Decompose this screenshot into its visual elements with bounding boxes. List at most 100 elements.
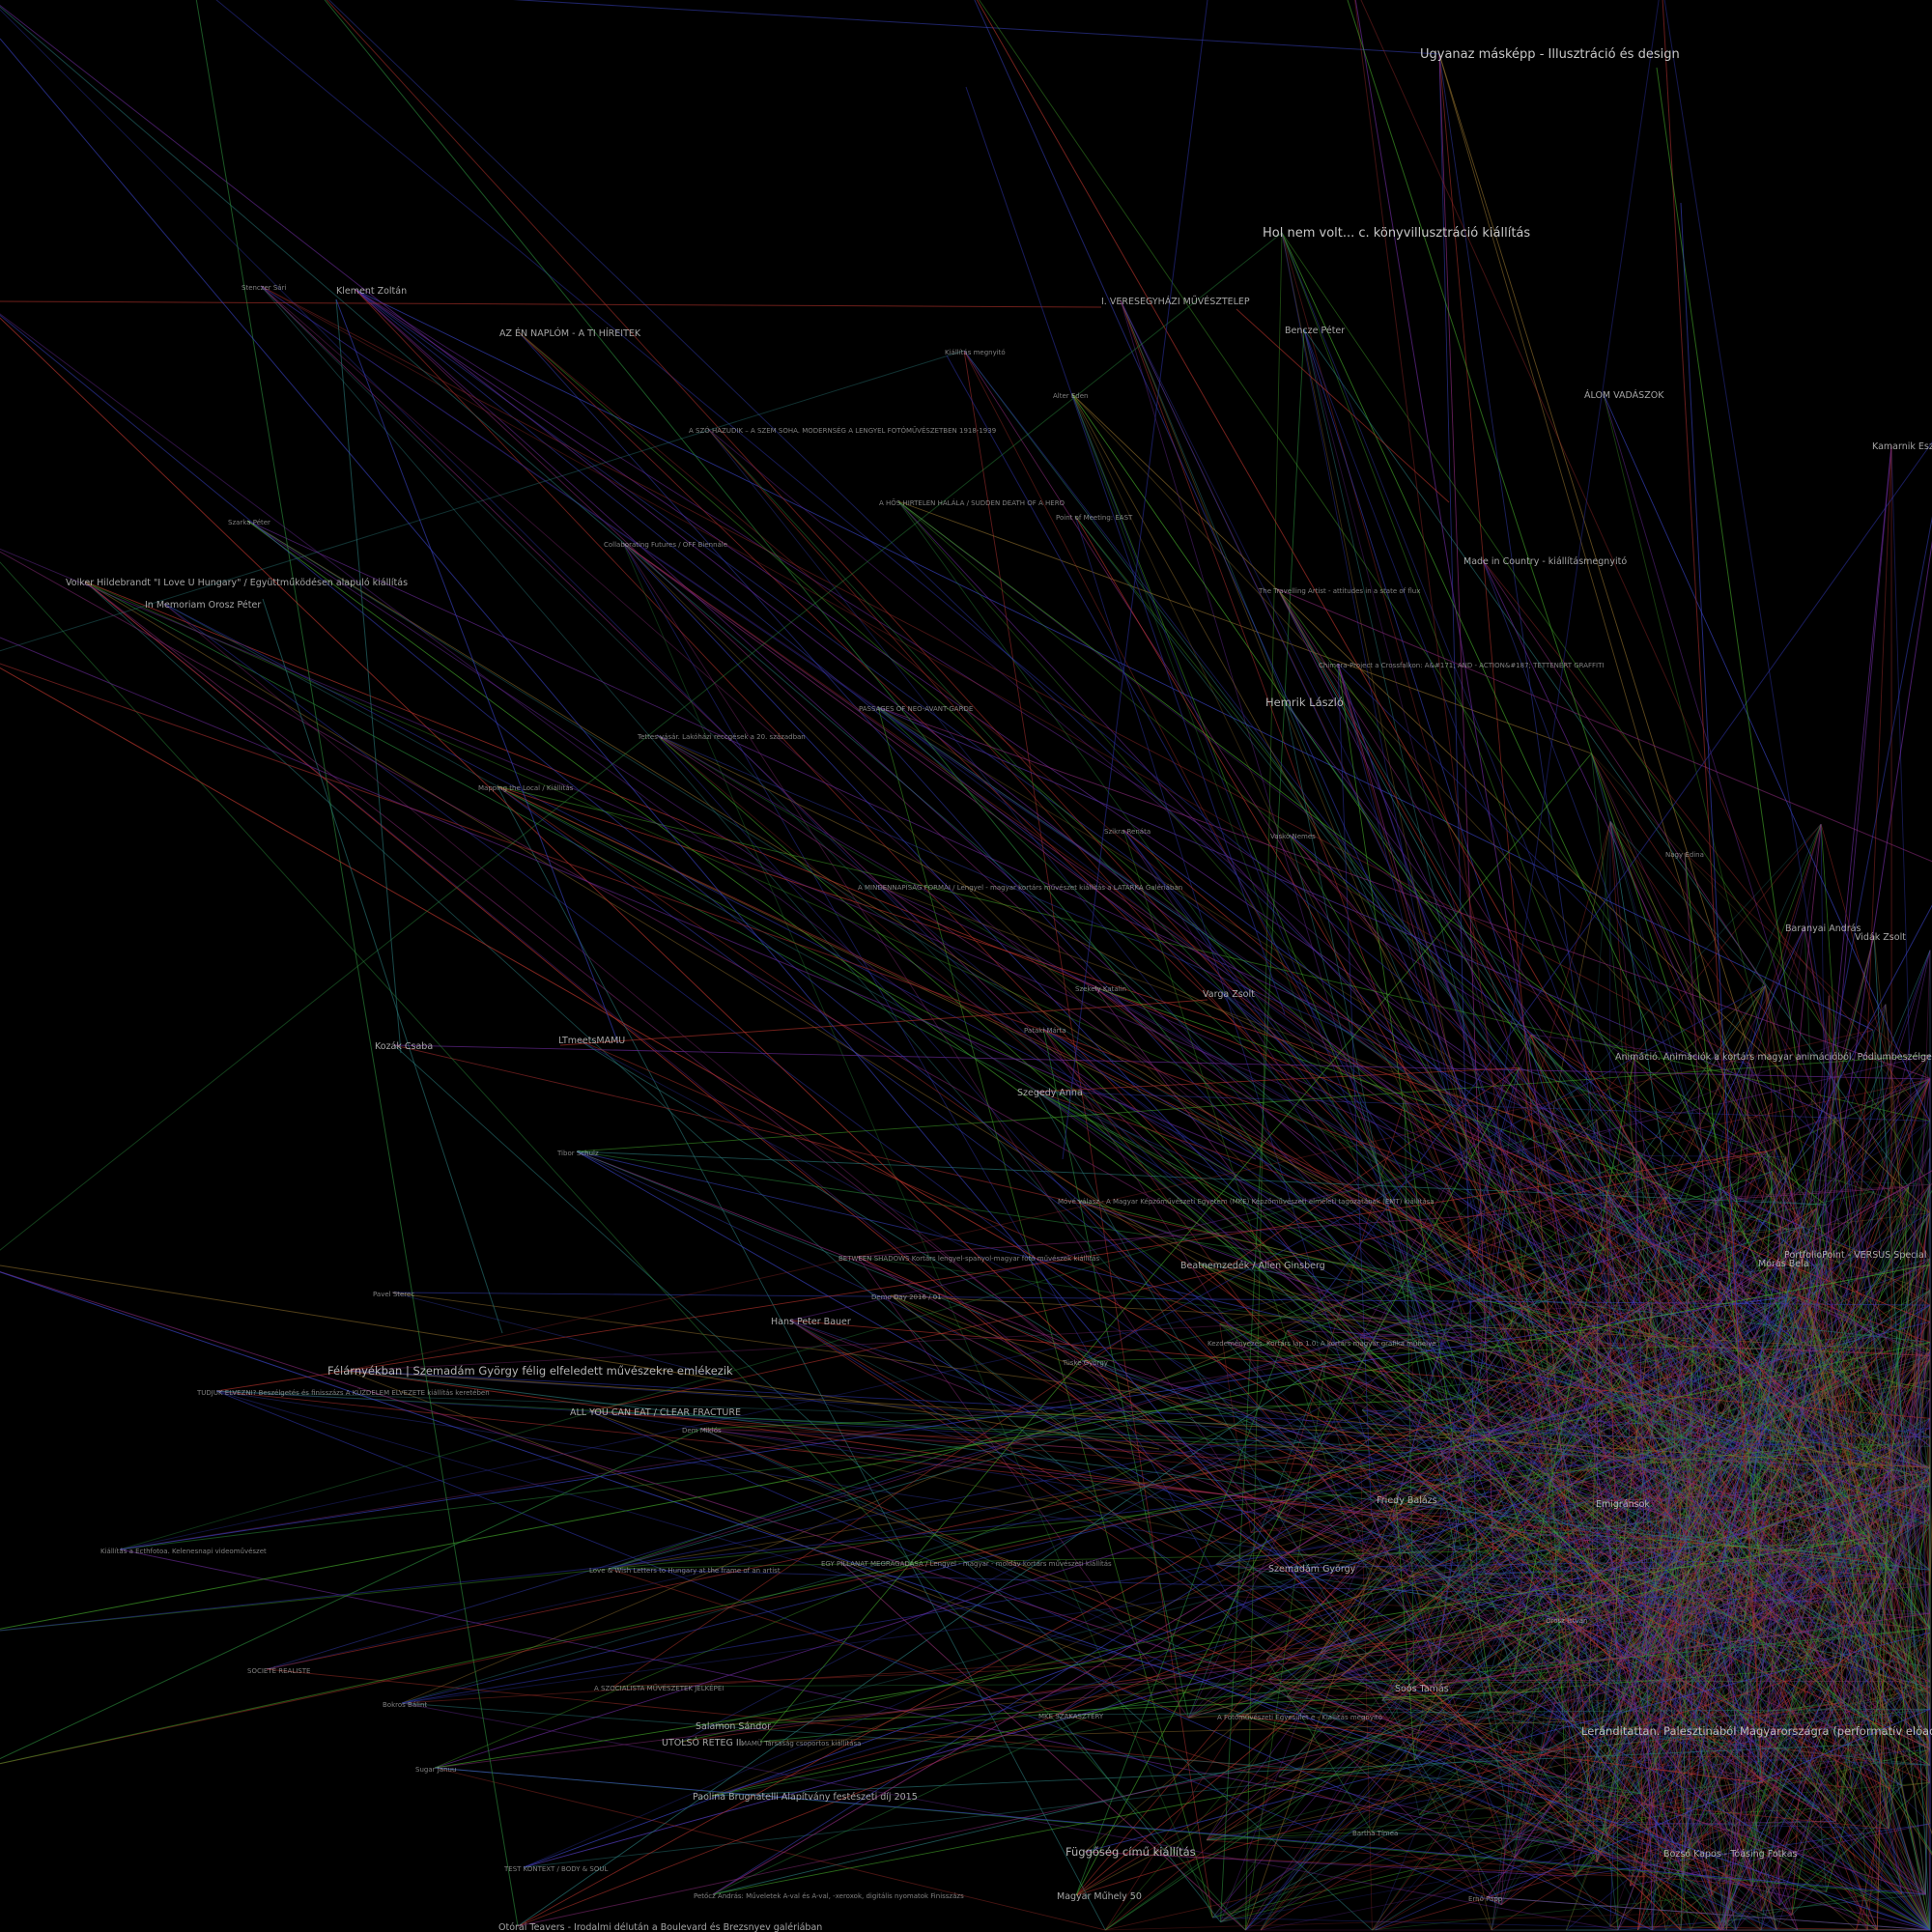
edge-109 [1793, 1403, 1893, 1723]
edge-691 [1512, 1676, 1931, 1931]
edge-379 [1507, 1261, 1784, 1297]
edge-1701 [1873, 935, 1931, 1931]
edge-1388 [1833, 1537, 1871, 1588]
edge-272 [1751, 1536, 1880, 1578]
edge-508 [1207, 1781, 1931, 1841]
edge-945 [1510, 1029, 1873, 1170]
edge-974 [1188, 1577, 1662, 1719]
edge-1994 [0, 1264, 1160, 1450]
edge-968 [1854, 1602, 1931, 1630]
edge-1348 [1761, 1355, 1868, 1931]
edge-1660 [876, 885, 1641, 1162]
edge-1203 [1611, 1757, 1722, 1931]
edge-150 [1633, 1366, 1931, 1931]
edge-1942 [512, 0, 1440, 55]
edge-425 [1220, 1792, 1634, 1922]
edge-645 [1694, 1233, 1823, 1288]
edge-422 [1765, 985, 1789, 1393]
edge-394 [1696, 1565, 1897, 1597]
edge-1009 [1381, 1468, 1894, 1588]
edge-674 [1722, 1748, 1931, 1931]
edge-1535 [260, 285, 1931, 1213]
edge-446 [1591, 753, 1784, 1464]
node-label: Point of Meeting: EAST [1056, 514, 1133, 522]
node-label: AZ ÉN NAPLÓM - A TI HÍREITEK [499, 327, 641, 339]
edge-1628 [877, 706, 1931, 1080]
edge-1272 [1371, 1514, 1515, 1859]
edge-1925 [1776, 1262, 1931, 1694]
edge-27 [1776, 1785, 1903, 1931]
edge-397 [1639, 1793, 1931, 1931]
edge-1281 [1856, 1612, 1931, 1931]
edge-527 [1418, 1391, 1789, 1815]
edge-230 [1661, 1149, 1776, 1578]
edge-1777 [700, 1428, 1573, 1843]
edge-1554 [1071, 393, 1931, 1931]
edge-206 [1782, 1468, 1894, 1589]
edge-1518 [1120, 299, 1628, 1366]
edge-1315 [1623, 1463, 1771, 1658]
edge-1987 [335, 298, 402, 1054]
edge-1269 [1583, 1335, 1842, 1813]
edge-1810 [119, 1296, 1784, 1550]
edge-352 [1745, 1718, 1931, 1931]
edge-1252 [1750, 1350, 1931, 1537]
edge-706 [1682, 1529, 1815, 1878]
edge-1758 [215, 1390, 1502, 1906]
edge-1786 [1244, 1498, 1397, 1931]
edge-1125 [1815, 1292, 1931, 1824]
edge-1538 [518, 331, 1683, 1627]
edge-1381 [1714, 1183, 1931, 1199]
edge-1293 [1639, 1793, 1753, 1887]
edge-1715 [576, 1151, 1903, 1787]
edge-1768 [588, 1149, 1776, 1412]
edge-387 [1851, 1641, 1931, 1788]
edge-1595 [84, 581, 1931, 1710]
node-label: A SZÓ HAZUDIK – A SZEM SOHA. MODERNSÉG A… [689, 426, 996, 435]
node-label: Orosz Istvan [1546, 1617, 1587, 1625]
edge-1832 [759, 1720, 1573, 1743]
edge-111 [1584, 1501, 1646, 1599]
edge-1950 [1354, 0, 1660, 1846]
edge-1473 [1673, 1264, 1824, 1401]
edge-1159 [1341, 1186, 1910, 1676]
edge-184 [1406, 1272, 1682, 1931]
edge-499 [1746, 1681, 1931, 1719]
edge-1797 [608, 1366, 1868, 1570]
edge-1666 [1094, 986, 1780, 1906]
edge-407 [1498, 1208, 1817, 1630]
edge-1943 [215, 0, 1785, 1297]
edge-686 [1657, 1171, 1773, 1313]
edge-1431 [1857, 1487, 1910, 1558]
edge-1555 [1071, 393, 1931, 1213]
edge-531 [1406, 1272, 1753, 1887]
edge-1400 [1419, 1776, 1809, 1815]
edge-856 [1893, 1468, 1931, 1766]
edge-643 [1867, 1184, 1931, 1931]
edge-1742 [789, 1320, 1573, 1843]
edge-766 [1791, 1245, 1832, 1916]
edge-1923 [1776, 824, 1822, 1264]
edge-1620 [1337, 663, 1684, 1878]
edge-1661 [876, 885, 1662, 1536]
edge-1816 [612, 1681, 1744, 1688]
edge-1734 [391, 1292, 1931, 1306]
edge-157 [1642, 1557, 1858, 1654]
edge-988 [1498, 1418, 1693, 1630]
edge-794 [1816, 1267, 1885, 1350]
node-label: A Fotóművészeti Egyesület e - Kiállítás … [1217, 1713, 1382, 1721]
edge-1640 [497, 785, 1927, 1467]
edge-1895 [1487, 1463, 1784, 1898]
edge-1332 [1735, 1455, 1889, 1931]
edge-302 [1502, 1455, 1889, 1849]
edge-1803 [608, 1568, 1856, 1604]
edge-1228 [1617, 1662, 1728, 1717]
edge-83 [1825, 1205, 1931, 1634]
edge-1353 [1617, 1392, 1770, 1664]
edge-775 [1392, 1413, 1804, 1518]
edge-1066 [1725, 1355, 1762, 1931]
edge-1319 [1660, 1156, 1787, 1581]
edge-1136 [1245, 1432, 1666, 1931]
edge-1713 [576, 1054, 1931, 1152]
